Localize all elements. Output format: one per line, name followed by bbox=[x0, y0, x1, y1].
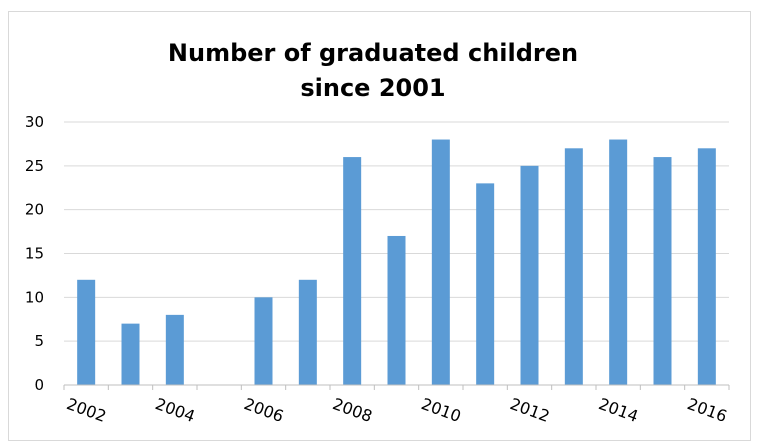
bar-2012 bbox=[520, 165, 539, 385]
bar-2004 bbox=[165, 314, 184, 385]
bar-2011 bbox=[476, 183, 495, 385]
y-axis-ticks: 0 5 10 15 20 25 30 bbox=[25, 113, 44, 394]
x-tick-label: 2008 bbox=[330, 394, 375, 426]
y-tick-label: 20 bbox=[25, 201, 44, 219]
y-tick-label: 0 bbox=[34, 376, 44, 394]
x-tick-label: 2014 bbox=[596, 394, 641, 426]
bar-2006 bbox=[254, 297, 273, 385]
y-tick-label: 30 bbox=[25, 113, 44, 131]
x-tick-label: 2016 bbox=[685, 394, 730, 426]
y-tick-label: 25 bbox=[25, 157, 44, 175]
x-tick-label: 2012 bbox=[507, 394, 552, 426]
chart-subtitle: since 2001 bbox=[300, 74, 445, 102]
bar-2007 bbox=[298, 279, 317, 385]
bar-2015 bbox=[653, 157, 672, 385]
bar-2003 bbox=[121, 323, 140, 385]
y-tick-label: 5 bbox=[34, 332, 44, 350]
x-tick-label: 2002 bbox=[64, 394, 109, 426]
chart-title: Number of graduated children bbox=[168, 39, 578, 67]
bars bbox=[77, 139, 716, 385]
bar-2002 bbox=[77, 279, 96, 385]
bar-2008 bbox=[343, 157, 362, 385]
x-tick-label: 2004 bbox=[153, 394, 198, 426]
x-tick-label: 2006 bbox=[241, 394, 286, 426]
y-tick-label: 10 bbox=[25, 288, 44, 306]
bar-2016 bbox=[697, 148, 716, 385]
y-tick-label: 15 bbox=[25, 245, 44, 263]
bar-2009 bbox=[387, 235, 406, 385]
bar-2013 bbox=[564, 148, 583, 385]
bar-2014 bbox=[609, 139, 628, 385]
x-axis-ticks: 2002 2004 2006 2008 2010 2012 2014 2016 bbox=[63, 385, 730, 426]
x-tick-label: 2010 bbox=[419, 394, 464, 426]
bar-2010 bbox=[431, 139, 450, 385]
